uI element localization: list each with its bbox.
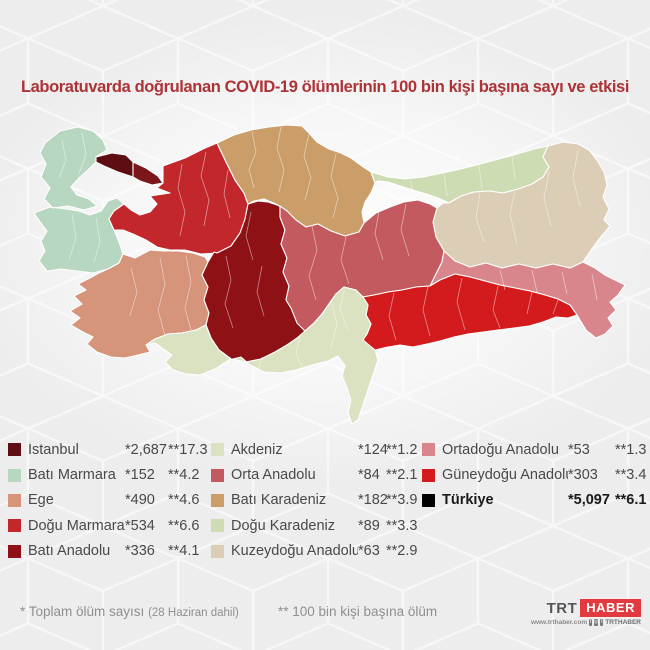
legend-row: Batı Anadolu *336 **4.1 [8,539,208,564]
page-title: Laboratuvarda doğrulanan COVID-19 ölümle… [20,78,630,96]
color-swatch [422,443,435,457]
footnote-per-100k: ** 100 bin kişi başına ölüm [278,604,438,619]
legend-row: İstanbul *2,687 **17.3 [8,437,208,462]
legend-row: Doğu Marmara *534 **6.6 [8,513,208,538]
region-istanbul-asian-side [132,161,164,186]
color-swatch [8,468,21,482]
logo-subline: www.trthaber.com f ◎ t TRTHABER [531,619,641,626]
legend-row: Batı Marmara *152 **4.2 [8,462,208,487]
legend-row: Batı Karadeniz *182 **3.9 [211,488,417,513]
legend-row: Ege *490 **4.6 [8,488,208,513]
twitter-icon: t [600,619,604,626]
facebook-icon: f [589,619,592,626]
color-swatch [211,544,224,558]
legend-row: Doğu Karadeniz *89 **3.3 [211,513,417,538]
color-swatch [211,493,224,507]
legend-row: Akdeniz *124 **1.2 [211,437,417,462]
color-swatch [8,544,21,558]
legend-column-1: İstanbul *2,687 **17.3 Batı Marmara *152 **4… [8,437,208,564]
region-ege [69,249,210,359]
legend-row: Orta Anadolu *84 **2.1 [211,462,417,487]
trt-haber-logo: TRT HABER www.trthaber.com f ◎ t TRTHABE… [531,599,641,626]
color-swatch [8,443,21,457]
color-swatch [8,519,21,533]
website-url: www.trthaber.com [531,619,588,626]
legend-row-country-total: Türkiye *5,097 **6.1 [422,488,646,513]
footnote-total-deaths: * Toplam ölüm sayısı (28 Haziran dahil) [20,604,239,619]
color-swatch [422,493,435,507]
region-bati-marmara [33,126,125,274]
trt-haber-wordmark: TRT HABER [531,599,641,617]
region-akdeniz [145,286,379,425]
social-handle: TRTHABER [605,619,641,626]
color-swatch [422,468,435,482]
color-swatch [211,519,224,533]
color-swatch [8,493,21,507]
legend-row: Güneydoğu Anadolu *303 **3.4 [422,462,646,487]
haber-logo-badge: HABER [580,599,641,617]
trt-logo-text: TRT [546,599,578,617]
legend-column-3: Ortadoğu Anadolu *53 **1.3 Güneydoğu Anado… [422,437,646,513]
province-borders [58,126,598,371]
legend-row: Kuzeydoğu Anadolu *63 **2.9 [211,539,417,564]
color-swatch [211,443,224,457]
legend-column-2: Akdeniz *124 **1.2 Orta Anadolu *84 **2.1 Ba… [211,437,417,564]
region-istanbul [95,152,134,178]
instagram-icon: ◎ [594,619,599,626]
color-swatch [211,468,224,482]
legend-row: Ortadoğu Anadolu *53 **1.3 [422,437,646,462]
